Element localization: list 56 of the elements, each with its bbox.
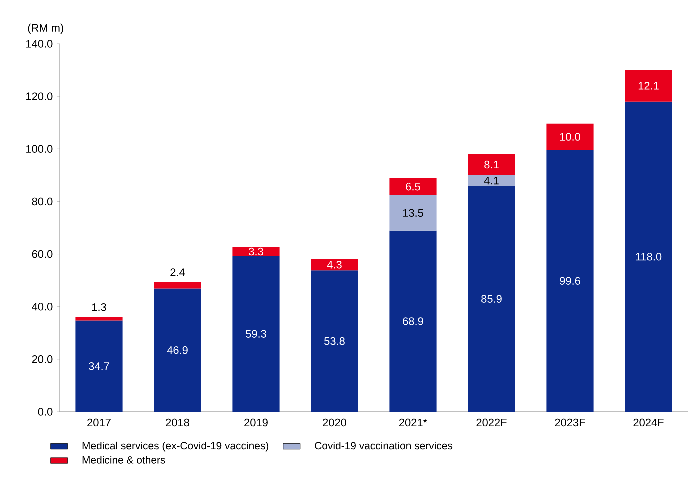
- data-label: 118.0: [636, 253, 662, 261]
- x-tick-label: 2018: [166, 418, 190, 427]
- legend-label: Medicine & others: [82, 456, 166, 464]
- data-label: 46.9: [167, 346, 188, 354]
- data-label: 53.8: [324, 337, 345, 346]
- x-tick-label: 2022F: [476, 418, 507, 427]
- data-label: 12.1: [638, 82, 659, 90]
- bar: [76, 320, 123, 412]
- x-tick-label: 2023F: [555, 418, 586, 427]
- data-label: 34.7: [89, 362, 110, 370]
- bar: [625, 70, 672, 102]
- bar: [390, 178, 437, 196]
- bar: [154, 288, 202, 412]
- x-tick-label: 2020: [323, 418, 346, 427]
- y-tick-label: 60.0: [32, 250, 53, 258]
- bar: [546, 124, 594, 150]
- data-label: 2.4: [170, 268, 186, 276]
- data-label: 4.3: [327, 261, 342, 269]
- bar: [76, 317, 123, 321]
- y-tick-label: 40.0: [32, 302, 53, 311]
- x-tick-label: 2021*: [399, 418, 428, 427]
- y-tick-label: 100.0: [26, 145, 53, 154]
- bar: [232, 256, 280, 412]
- data-label: 13.5: [403, 209, 424, 218]
- y-axis-title: (RM m): [28, 24, 64, 34]
- y-tick-label: 80.0: [32, 198, 53, 206]
- data-label: 10.0: [560, 133, 580, 141]
- legend-label: Covid-19 vaccination services: [315, 442, 453, 450]
- data-label: 99.6: [560, 277, 580, 285]
- bar: [468, 154, 516, 176]
- bar: [232, 247, 280, 256]
- data-label: 68.9: [403, 318, 424, 326]
- data-label: 59.3: [246, 330, 266, 338]
- data-label: 8.1: [484, 160, 499, 169]
- y-tick-label: 0.0: [38, 408, 53, 416]
- data-label: 6.5: [406, 182, 420, 191]
- bar: [390, 230, 437, 412]
- bar: [625, 102, 672, 412]
- x-tick-label: 2024F: [634, 418, 664, 427]
- bar: [311, 270, 358, 412]
- y-tick-label: 120.0: [26, 92, 53, 100]
- bar: [546, 150, 594, 412]
- bar: [468, 186, 516, 412]
- legend-label: Medical services (ex-Covid-19 vaccines): [82, 442, 269, 452]
- x-tick-label: 2017: [88, 418, 111, 427]
- bar: [390, 195, 437, 231]
- data-label: 85.9: [482, 295, 502, 303]
- bar: [311, 259, 358, 271]
- data-label: 1.3: [92, 303, 106, 312]
- x-tick-label: 2019: [244, 418, 268, 427]
- y-tick-label: 20.0: [32, 356, 53, 364]
- y-tick-label: 140.0: [26, 40, 53, 48]
- bar: [468, 175, 516, 186]
- data-label: 3.3: [249, 248, 264, 256]
- bar: [154, 282, 202, 289]
- data-label: 4.1: [484, 177, 499, 185]
